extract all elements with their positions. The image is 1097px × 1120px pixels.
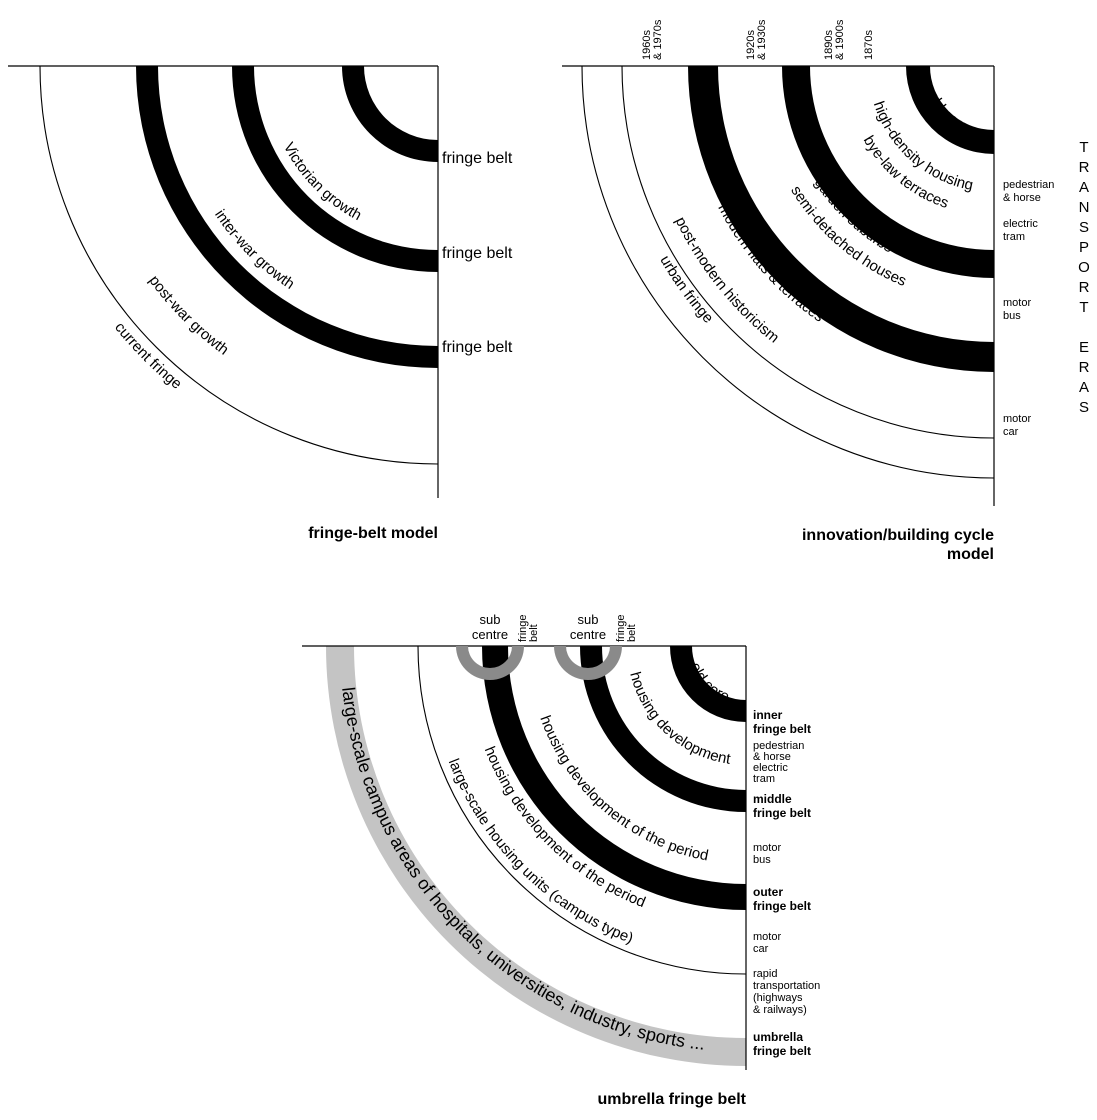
- sub-fringe-label-line1: fringe: [615, 614, 627, 642]
- middle-fringe-belt-line2: fringe belt: [753, 806, 811, 820]
- transport-letter: S: [1079, 399, 1089, 416]
- sub-fringe-label-line2: belt: [528, 624, 540, 642]
- transport-letter: R: [1079, 359, 1090, 376]
- fringe-belt-ring-1: [342, 66, 438, 162]
- era-electric-line1: electric: [1003, 218, 1038, 230]
- era-label: tram: [753, 773, 775, 785]
- era-electric-line2: tram: [1003, 231, 1025, 243]
- umbrella-fringe-belt-line2: fringe belt: [753, 1044, 811, 1058]
- umbrella-fringe-belt-band: [326, 646, 746, 1066]
- date-label-1890s: 1890s & 1900s: [823, 19, 846, 60]
- middle-fringe-belt-line1: middle: [753, 792, 792, 806]
- sub-centre-ring-1: [456, 646, 524, 680]
- transport-letter: O: [1078, 259, 1090, 276]
- middle-fringe-belt-ring: [580, 646, 746, 812]
- umbrella-fringe-belt-panel: old core housing development housing dev…: [302, 612, 820, 1108]
- inner-fringe-belt-ring: [670, 646, 746, 722]
- era-label: transportation: [753, 980, 820, 992]
- date-label-1870s: 1870s: [863, 30, 875, 60]
- date-label-1920s: 1920s & 1930s: [745, 19, 768, 60]
- era-motor-bus-line2: bus: [1003, 310, 1021, 322]
- transport-letter: E: [1079, 339, 1089, 356]
- urban-fringe-boundary-outer: [581, 65, 995, 479]
- sub-centre-2-label-line2: centre: [570, 627, 606, 642]
- transport-letter: T: [1079, 139, 1088, 156]
- date-label-line1: 1890s: [823, 30, 835, 60]
- era-label: electric: [753, 762, 788, 774]
- outer-fringe-belt-line2: fringe belt: [753, 899, 811, 913]
- campus-boundary: [417, 645, 747, 975]
- fringe-belt-label-2: fringe belt: [442, 245, 513, 262]
- outer-fringe-belt-line1: outer: [753, 885, 783, 899]
- era-label: & horse: [753, 751, 791, 763]
- arc-label-post-war-growth: post-war growth: [145, 272, 231, 358]
- panel-2-caption-line2: model: [947, 546, 994, 563]
- transport-letter: R: [1079, 279, 1090, 296]
- building-cycle-ring-1: [906, 66, 994, 154]
- building-cycle-ring-2: [782, 66, 994, 278]
- date-label-line1: 1870s: [863, 30, 875, 60]
- fringe-belt-label-3: fringe belt: [442, 339, 513, 356]
- transport-letter: A: [1079, 179, 1089, 196]
- sub-fringe-label-line1: fringe: [517, 614, 529, 642]
- transport-eras-label: T R A N S P O R T E R A S: [1078, 139, 1090, 416]
- building-cycle-ring-3: [688, 66, 994, 372]
- era-label: & railways): [753, 1004, 807, 1016]
- era-label: motor: [753, 931, 781, 943]
- era-pedestrian-line2: & horse: [1003, 192, 1041, 204]
- inner-fringe-belt-line2: fringe belt: [753, 722, 811, 736]
- era-motor-car-line1: motor: [1003, 413, 1031, 425]
- era-label: rapid: [753, 968, 777, 980]
- panel-2-caption-line1: innovation/building cycle: [802, 527, 994, 544]
- sub-centre-1-fringe-belt-label: fringe belt: [517, 614, 540, 642]
- era-motor-bus-line1: motor: [1003, 297, 1031, 309]
- innovation-building-cycle-panel: old core high-density housing bye-law te…: [562, 19, 1090, 563]
- era-label: bus: [753, 854, 771, 866]
- transport-letter: S: [1079, 219, 1089, 236]
- sub-centre-2-label-line1: sub: [578, 612, 599, 627]
- era-label: (highways: [753, 992, 803, 1004]
- transport-letter: N: [1079, 199, 1090, 216]
- umbrella-fringe-belt-line1: umbrella: [753, 1030, 803, 1044]
- sub-centre-ring-2: [554, 646, 622, 680]
- current-fringe-boundary: [39, 65, 439, 465]
- fringe-belt-label-1: fringe belt: [442, 150, 513, 167]
- panel-1-caption: fringe-belt model: [308, 525, 438, 542]
- era-label: car: [753, 943, 769, 955]
- fringe-belt-ring-3: [136, 66, 438, 368]
- sub-centre-2-fringe-belt-label: fringe belt: [615, 614, 638, 642]
- era-motor-car-line2: car: [1003, 426, 1019, 438]
- date-label-line2: & 1900s: [834, 19, 846, 60]
- sub-centre-1-label-line2: centre: [472, 627, 508, 642]
- fringe-belt-model-panel: old core Victorian growth inter-war grow…: [8, 65, 513, 542]
- era-label: pedestrian: [753, 740, 804, 752]
- fringe-belt-ring-2: [232, 66, 438, 272]
- arc-label-current-fringe: current fringe: [111, 319, 185, 393]
- date-label-line1: 1960s: [641, 30, 653, 60]
- date-label-line2: & 1930s: [756, 19, 768, 60]
- transport-letter: R: [1079, 159, 1090, 176]
- date-label-1960s: 1960s & 1970s: [641, 19, 664, 60]
- urban-fringe-boundary-inner: [621, 65, 995, 439]
- transport-letter: P: [1079, 239, 1089, 256]
- sub-centre-1-label-line1: sub: [480, 612, 501, 627]
- date-label-line2: & 1970s: [652, 19, 664, 60]
- era-pedestrian-line1: pedestrian: [1003, 179, 1054, 191]
- inner-fringe-belt-line1: inner: [753, 708, 783, 722]
- era-label: motor: [753, 842, 781, 854]
- transport-letter: T: [1079, 299, 1088, 316]
- panel-3-caption: umbrella fringe belt: [598, 1091, 747, 1108]
- transport-letter: A: [1079, 379, 1089, 396]
- date-label-line1: 1920s: [745, 30, 757, 60]
- sub-fringe-label-line2: belt: [626, 624, 638, 642]
